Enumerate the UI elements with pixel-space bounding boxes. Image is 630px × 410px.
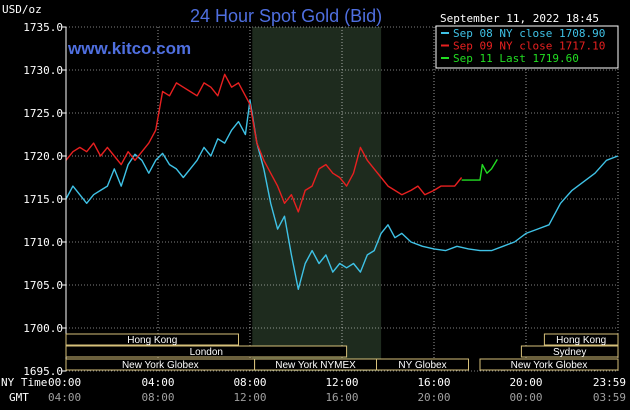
session-label: New York NYMEX [275,360,356,371]
session-bar [65,333,239,346]
x-tick-label-gmt: 00:00 [509,391,542,404]
session-label: Sydney [553,347,586,358]
x-tick-label-ny: 16:00 [417,376,450,389]
series-layer [65,73,619,290]
grid [65,26,619,372]
session-bar [543,333,619,346]
y-tick-label: 1700.0 [23,322,63,335]
y-tick-label: 1695.0 [23,365,63,378]
x-tick-label-ny: 08:00 [233,376,266,389]
y-tick-label: 1730.0 [23,64,63,77]
series-line [65,99,619,290]
x-tick-label-gmt: 16:00 [325,391,358,404]
unit-label: USD/oz [2,3,42,16]
session-bar [376,358,469,371]
market-hours-shade [252,27,382,371]
legend-label: Sep 09 NY close 1717.10 [453,40,605,53]
legend-label: Sep 08 NY close 1708.90 [453,27,605,40]
y-axis: 1735.0 1730.0 1725.0 1720.0 1715.0 1710.0 1705… [23,21,67,378]
x-tick-label-ny: 00:00 [48,376,81,389]
x-tick-label-gmt: 08:00 [141,391,174,404]
session-bar [65,345,348,358]
x-axis-row1-label: NY Time [1,376,47,389]
chart-title: 24 Hour Spot Gold (Bid) [190,6,382,26]
x-tick-label-ny: 04:00 [141,376,174,389]
session-label: NY Globex [398,360,446,371]
x-tick-label-gmt: 04:00 [48,391,81,404]
session-bar [520,345,619,358]
x-tick-label-gmt: 12:00 [233,391,266,404]
session-label: Hong Kong [127,335,177,346]
x-axis-row2-label: GMT [9,391,29,404]
timestamp: September 11, 2022 18:45 [440,12,599,25]
y-tick-label: 1735.0 [23,21,63,34]
session-label: London [190,347,223,358]
brand-label: www.kitco.com [67,39,191,58]
x-tick-label-gmt: 20:00 [417,391,450,404]
y-tick-label: 1725.0 [23,107,63,120]
y-tick-label: 1715.0 [23,193,63,206]
series-line [65,73,463,213]
x-tick-label-ny: 20:00 [509,376,542,389]
session-label: New York Globex [122,360,199,371]
x-tick-label-gmt: 03:59 [593,391,626,404]
x-tick-label-ny: 12:00 [325,376,358,389]
y-tick-label: 1705.0 [23,279,63,292]
x-axis: NY Time GMT 00:00 04:00 08:00 12:00 16:00 20:00… [1,376,626,404]
x-tick-label-ny: 23:59 [593,376,626,389]
legend-box [435,25,619,69]
session-label: Hong Kong [556,335,606,346]
legend-label: Sep 11 Last 1719.60 [453,52,579,65]
session-label: New York Globex [511,360,588,371]
y-tick-label: 1710.0 [23,236,63,249]
session-bar [479,358,619,371]
series-line [461,159,498,181]
y-tick-label: 1720.0 [23,150,63,163]
